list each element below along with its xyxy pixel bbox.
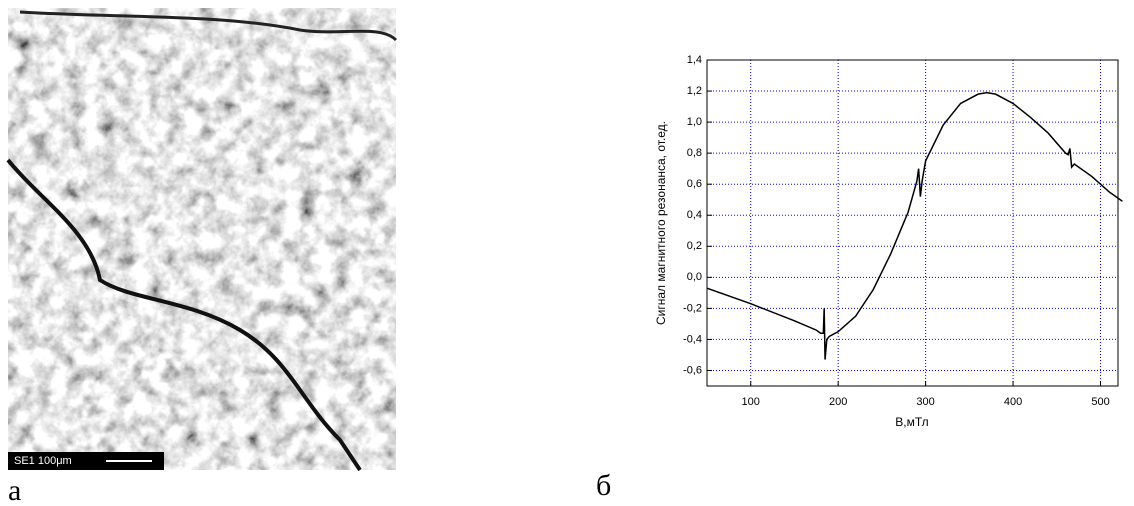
y-tick-label: 1,2 [687,85,702,97]
y-tick-label: 0,6 [687,178,702,190]
y-tick-label: 0,2 [687,240,702,252]
x-tick-label: 300 [916,396,934,408]
y-tick-label: 1,0 [687,116,702,128]
crack [19,10,398,42]
y-tick-label: -0,2 [683,302,702,314]
x-tick-label: 200 [829,396,847,408]
y-tick-label: 0,4 [687,209,702,221]
plot-frame [706,59,1119,387]
crack [6,158,362,472]
x-tick-label: 400 [1004,396,1022,408]
x-tick-label: 500 [1091,396,1109,408]
scale-label: SE1 100μm [14,455,72,467]
scale-box [8,452,164,470]
panel-label: а [8,474,21,506]
y-tick-label: 1,4 [687,54,702,66]
data-line [706,91,1123,360]
y-tick-label: 0,0 [687,271,702,283]
x-tick-label: 100 [742,396,760,408]
x-axis-label: B,мТл [895,415,928,429]
sem-photo: SE1 100μm [6,8,398,472]
y-tick-label: -0,4 [683,333,702,345]
photo-texture [8,8,396,470]
panel-label: б [596,469,611,502]
y-tick-label: 0,8 [687,147,702,159]
y-axis-label: Сигнал магнитного резонанса, от.ед. [654,121,668,325]
y-tick-label: -0,6 [683,364,702,376]
